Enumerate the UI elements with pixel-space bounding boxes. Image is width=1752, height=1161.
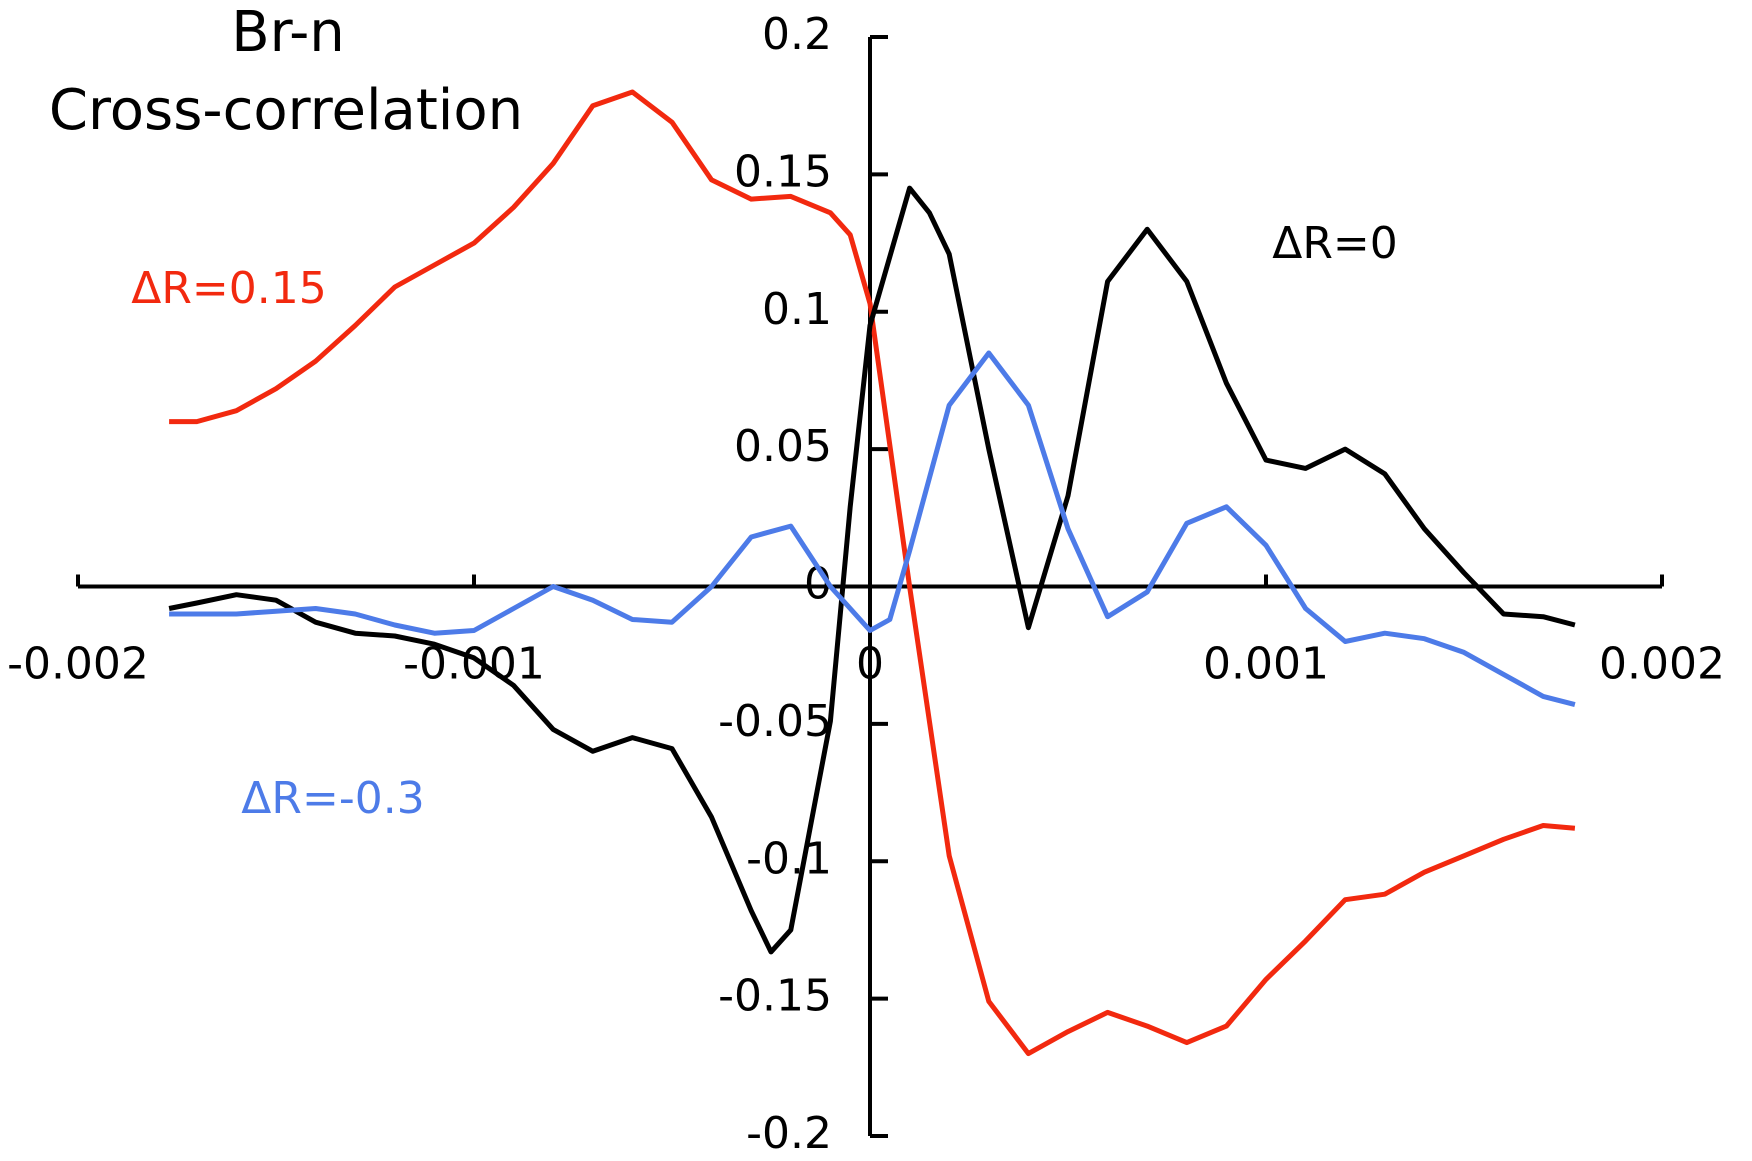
y-tick-label: -0.05	[718, 696, 832, 747]
y-tick-label: -0.1	[746, 833, 832, 884]
x-tick-label: 0	[856, 639, 884, 690]
series-line	[168, 185, 1576, 955]
series-line	[169, 89, 1576, 1057]
y-tick-label: 0.05	[734, 421, 832, 472]
y-tick-label: 0.1	[762, 284, 832, 335]
y-tick-label: -0.15	[718, 971, 832, 1022]
x-tick-label: -0.001	[403, 639, 545, 690]
y-tick-label: 0.2	[762, 9, 832, 60]
chart-title: Br-n	[231, 0, 345, 65]
x-tick-label: 0.001	[1203, 639, 1329, 690]
chart-title: Cross-correlation	[49, 78, 523, 143]
x-tick-label: 0.002	[1599, 639, 1725, 690]
series-line	[169, 350, 1576, 708]
x-tick-label: -0.002	[7, 639, 149, 690]
y-tick-label: -0.2	[746, 1108, 832, 1159]
series-label: ΔR=0	[1272, 218, 1398, 269]
series-label: ΔR=0.15	[131, 263, 327, 314]
series-label: ΔR=-0.3	[241, 773, 424, 824]
y-tick-label: 0.15	[734, 146, 832, 197]
